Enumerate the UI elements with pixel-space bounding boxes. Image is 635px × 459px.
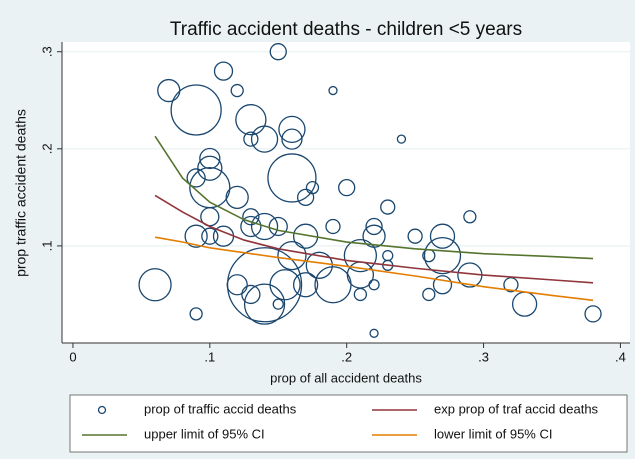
bubble bbox=[201, 227, 219, 245]
bubble bbox=[325, 218, 341, 235]
bubble bbox=[184, 224, 208, 248]
bubble bbox=[230, 83, 244, 98]
bubble bbox=[432, 275, 453, 295]
bubble bbox=[272, 298, 284, 310]
x-tick-label: .2 bbox=[341, 349, 352, 364]
bubble bbox=[250, 125, 279, 153]
legend-label: upper limit of 95% CI bbox=[144, 426, 265, 441]
bubble bbox=[281, 128, 303, 150]
bubble bbox=[226, 274, 248, 296]
bubble bbox=[213, 61, 234, 81]
bubble bbox=[328, 85, 338, 96]
bubble bbox=[199, 147, 221, 170]
bubble bbox=[267, 153, 317, 203]
x-tick-label: 0 bbox=[69, 349, 76, 364]
legend-marker bbox=[97, 405, 107, 415]
bubble bbox=[138, 268, 172, 302]
bubble bbox=[241, 284, 261, 305]
x-tick-label: .4 bbox=[615, 349, 626, 364]
bubble bbox=[292, 223, 319, 249]
bubble bbox=[278, 115, 306, 144]
line bbox=[154, 236, 594, 302]
y-tick-label: .3 bbox=[39, 46, 54, 57]
bubble bbox=[396, 134, 407, 144]
bubble bbox=[269, 43, 287, 61]
bubble bbox=[277, 240, 307, 271]
legend bbox=[69, 394, 628, 453]
bubble bbox=[365, 217, 383, 236]
bubble bbox=[343, 238, 378, 273]
bubble bbox=[423, 236, 462, 275]
legend-label: lower limit of 95% CI bbox=[434, 426, 552, 441]
bubble bbox=[584, 305, 602, 323]
x-tick-label: .3 bbox=[478, 349, 489, 364]
line bbox=[154, 194, 594, 284]
bubble bbox=[170, 84, 222, 136]
line bbox=[154, 135, 594, 260]
bubble bbox=[269, 269, 301, 301]
bubble bbox=[369, 328, 379, 338]
bubble bbox=[380, 199, 396, 215]
bubble bbox=[422, 287, 436, 302]
x-axis-label: prop of all accident deaths bbox=[270, 370, 422, 385]
chart-title: Traffic accident deaths - children <5 ye… bbox=[170, 19, 522, 40]
bubble bbox=[305, 251, 333, 279]
bubble bbox=[225, 185, 249, 210]
bubble bbox=[250, 212, 279, 241]
x-tick-label: .1 bbox=[204, 349, 215, 364]
bubble bbox=[268, 216, 288, 237]
legend-label: prop of traffic accid deaths bbox=[144, 401, 297, 416]
bubble bbox=[243, 131, 259, 147]
bubble bbox=[292, 272, 319, 298]
y-axis-label: prop traffic accident deaths bbox=[13, 109, 29, 277]
bubble bbox=[240, 215, 262, 238]
bubble bbox=[463, 210, 477, 224]
bubble bbox=[186, 168, 206, 188]
bubble bbox=[235, 104, 267, 136]
bubble bbox=[407, 228, 423, 244]
y-tick-label: .2 bbox=[39, 143, 54, 154]
bubble bbox=[197, 155, 223, 181]
bubble bbox=[296, 188, 315, 207]
bubble bbox=[189, 307, 203, 321]
bubble bbox=[429, 223, 456, 249]
bubble bbox=[338, 178, 356, 197]
bubble bbox=[243, 283, 286, 325]
legend-label: exp prop of traf accid deaths bbox=[434, 401, 599, 416]
bubble bbox=[242, 208, 260, 226]
y-tick-label: .1 bbox=[39, 240, 54, 251]
